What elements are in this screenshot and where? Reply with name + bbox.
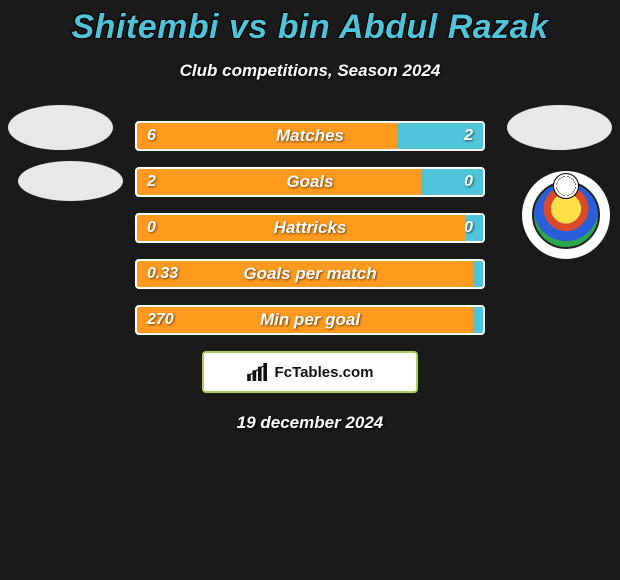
stat-bar-row: 2Goals0 [135, 167, 485, 197]
attribution-text: FcTables.com [275, 364, 374, 381]
date-text: 19 december 2024 [10, 413, 610, 433]
club-left-avatar [18, 161, 123, 201]
stat-label: Goals per match [137, 264, 483, 284]
attribution-chart-icon [247, 363, 269, 381]
stat-value-right: 0 [464, 219, 473, 237]
subtitle: Club competitions, Season 2024 [0, 61, 620, 81]
stat-bar-row: 6Matches2 [135, 121, 485, 151]
club-right-avatar [522, 171, 610, 259]
stat-bar-row: 270Min per goal [135, 305, 485, 335]
stat-label: Matches [137, 126, 483, 146]
stat-label: Min per goal [137, 310, 483, 330]
club-crest-icon [532, 181, 600, 249]
stat-bar-row: 0.33Goals per match [135, 259, 485, 289]
infographic-container: Shitembi vs bin Abdul Razak Club competi… [0, 0, 620, 433]
stat-value-right: 2 [464, 127, 473, 145]
player-left-avatar [8, 105, 113, 150]
stat-label: Hattricks [137, 218, 483, 238]
stat-label: Goals [137, 172, 483, 192]
comparison-section: 6Matches22Goals00Hattricks00.33Goals per… [0, 121, 620, 433]
stat-value-right: 0 [464, 173, 473, 191]
attribution-badge: FcTables.com [202, 351, 418, 393]
stat-bar-row: 0Hattricks0 [135, 213, 485, 243]
stat-bars: 6Matches22Goals00Hattricks00.33Goals per… [135, 121, 485, 335]
page-title: Shitembi vs bin Abdul Razak [0, 8, 620, 47]
player-right-avatar [507, 105, 612, 150]
